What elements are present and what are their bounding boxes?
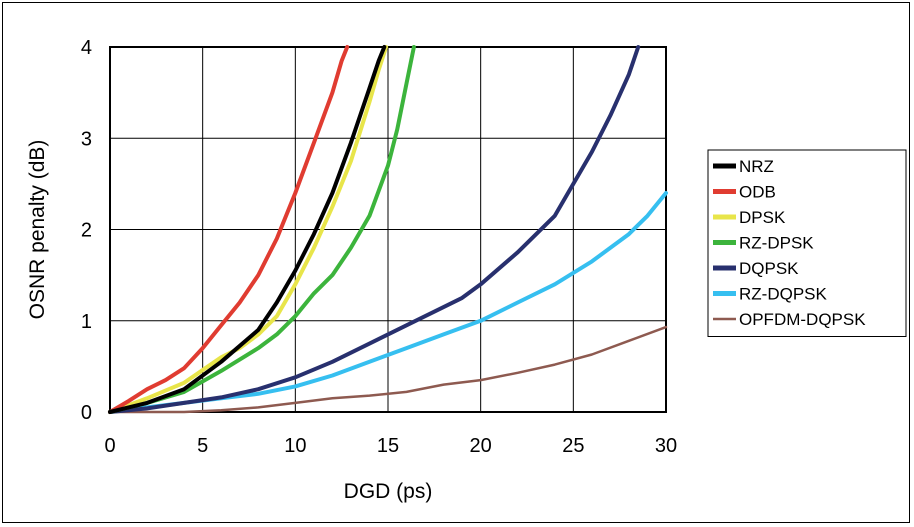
x-tick-label: 10 (284, 435, 306, 457)
series-line-dpsk (108, 45, 389, 414)
x-tick-label: 0 (104, 435, 115, 457)
legend-label: RZ-DPSK (739, 234, 814, 253)
y-tick-labels: 0 1 2 3 4 (81, 37, 92, 424)
series-line-opfdm-dqpsk (108, 325, 668, 414)
legend-box (707, 149, 907, 337)
x-tick-labels: 0 5 10 15 20 25 30 (104, 435, 677, 457)
y-tick-label: 0 (81, 402, 92, 424)
series-line-rz-dpsk (108, 45, 416, 414)
y-tick-label: 2 (81, 220, 92, 242)
legend-label: OPFDM-DQPSK (739, 310, 866, 329)
x-tick-label: 5 (197, 435, 208, 457)
y-tick-label: 3 (81, 128, 92, 150)
x-tick-label: 30 (655, 435, 677, 457)
x-axis-title: DGD (ps) (344, 480, 433, 503)
legend-label: ODB (739, 183, 776, 202)
legend-label: NRZ (739, 157, 774, 176)
legend-label: DPSK (739, 208, 786, 227)
legend-label: DQPSK (739, 259, 799, 278)
x-tick-label: 15 (377, 435, 399, 457)
y-axis-title: OSNR penalty (dB) (26, 140, 49, 320)
x-tick-label: 20 (470, 435, 492, 457)
y-tick-label: 1 (81, 311, 92, 333)
y-tick-label: 4 (81, 37, 92, 59)
series-line-nrz (108, 45, 387, 414)
legend: NRZ ODB DPSK RZ-DPSK DQPSK RZ-DQPSK OPFDM-DQPS… (713, 157, 866, 329)
series-line-odb (108, 45, 350, 414)
series-lines (108, 45, 668, 414)
legend-label: RZ-DQPSK (739, 285, 828, 304)
x-tick-label: 25 (562, 435, 584, 457)
series-line-dqpsk (108, 45, 641, 414)
